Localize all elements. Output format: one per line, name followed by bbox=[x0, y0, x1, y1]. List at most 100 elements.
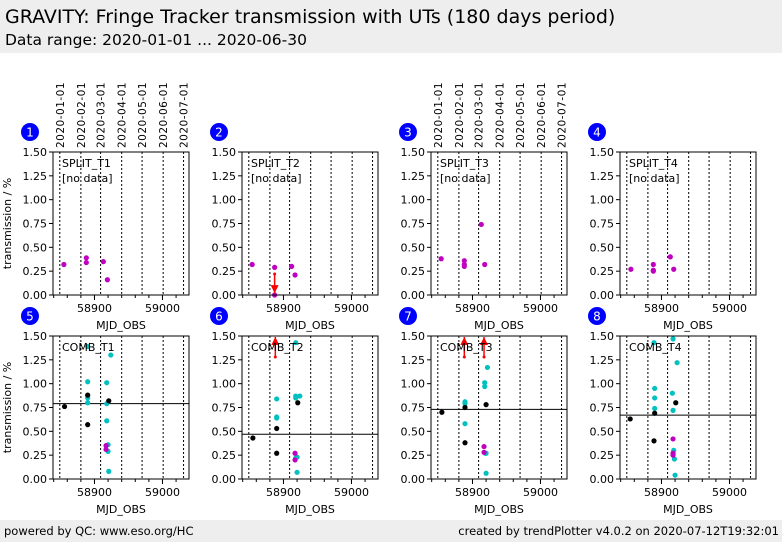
y-tick-label: 1.00 bbox=[590, 378, 615, 391]
data-point-magenta bbox=[292, 457, 298, 463]
data-point-magenta bbox=[438, 256, 444, 262]
y-tick-label: 0.50 bbox=[401, 425, 426, 438]
y-axis-label: transmission / % bbox=[1, 178, 14, 269]
y-tick-label: 0.25 bbox=[590, 449, 615, 462]
limit-arrow-head bbox=[271, 336, 280, 345]
panel-7: 0.00 0.25 0.50 0.75 1.00 1.25 1.50 58900 59000 MJ… bbox=[399, 307, 568, 516]
data-point-black bbox=[462, 440, 468, 446]
data-point-magenta bbox=[289, 263, 295, 269]
y-tick-label: 1.25 bbox=[401, 170, 426, 183]
panel-number: 4 bbox=[593, 126, 601, 140]
y-tick-label: 0.25 bbox=[401, 449, 426, 462]
data-point-magenta bbox=[104, 277, 110, 283]
y-tick-label: 1.50 bbox=[23, 330, 48, 343]
date-tick-label: 2020-02-01 bbox=[454, 82, 466, 148]
y-tick-label: 1.00 bbox=[23, 378, 48, 391]
x-tick-label: 59000 bbox=[145, 302, 180, 315]
x-axis-label: MJD_OBS bbox=[474, 319, 524, 332]
y-tick-label: 0.25 bbox=[401, 265, 426, 278]
x-tick-label: 59000 bbox=[712, 302, 747, 315]
data-point-magenta bbox=[670, 436, 676, 442]
data-point-magenta bbox=[478, 221, 484, 228]
footer-powered-by: powered by QC: www.eso.org/HC bbox=[4, 524, 194, 538]
y-tick-label: 0.50 bbox=[212, 425, 237, 438]
data-point-cyan bbox=[674, 360, 680, 366]
data-point-black bbox=[274, 450, 280, 456]
data-point-cyan bbox=[482, 380, 488, 386]
y-tick-label: 0.50 bbox=[590, 241, 615, 254]
y-tick-label: 1.50 bbox=[590, 330, 615, 343]
data-point-magenta bbox=[103, 446, 109, 453]
panel-number: 1 bbox=[26, 126, 34, 140]
y-tick-label: 1.50 bbox=[590, 146, 615, 159]
y-tick-label: 0.00 bbox=[401, 473, 426, 486]
x-tick-label: 59000 bbox=[712, 486, 747, 499]
y-tick-label: 0.75 bbox=[212, 218, 237, 231]
data-point-cyan bbox=[293, 340, 299, 346]
date-tick-label: 2020-01-01 bbox=[433, 82, 445, 148]
y-tick-label: 0.75 bbox=[590, 402, 615, 415]
data-point-black bbox=[295, 400, 301, 406]
x-axis-label: MJD_OBS bbox=[285, 319, 335, 332]
date-tick-label: 2020-03-01 bbox=[474, 82, 486, 148]
panel-note: [no data] bbox=[251, 172, 302, 185]
y-tick-label: 1.25 bbox=[401, 354, 426, 367]
y-tick-label: 1.25 bbox=[212, 354, 237, 367]
x-tick-label: 58900 bbox=[644, 302, 679, 315]
data-point-magenta bbox=[481, 443, 487, 450]
y-tick-label: 1.25 bbox=[212, 170, 237, 183]
data-point-cyan bbox=[85, 379, 91, 385]
data-point-magenta bbox=[650, 268, 656, 274]
data-point-black bbox=[673, 400, 679, 406]
limit-arrow-head bbox=[270, 285, 279, 294]
panel-1: 2020-01-01 2020-02-01 2020-03-01 2020-04-01… bbox=[1, 82, 191, 332]
panel-label: SPLIT_T2 bbox=[251, 157, 300, 170]
data-point-cyan bbox=[483, 470, 489, 476]
y-tick-label: 0.25 bbox=[212, 265, 237, 278]
data-point-cyan bbox=[670, 336, 676, 342]
data-point-cyan bbox=[482, 383, 488, 390]
y-tick-label: 1.00 bbox=[401, 378, 426, 391]
y-tick-label: 0.75 bbox=[23, 218, 48, 231]
footer-created-by: created by trendPlotter v4.0.2 on 2020-0… bbox=[458, 524, 779, 538]
y-tick-label: 1.25 bbox=[23, 170, 48, 183]
data-point-cyan bbox=[106, 468, 112, 474]
y-tick-label: 0.50 bbox=[23, 241, 48, 254]
data-point-magenta bbox=[481, 449, 487, 455]
date-tick-label: 2020-05-01 bbox=[515, 82, 527, 148]
data-point-black bbox=[439, 409, 445, 415]
panel-number: 5 bbox=[26, 310, 34, 324]
data-point-cyan bbox=[297, 393, 303, 399]
date-tick-label: 2020-07-01 bbox=[179, 82, 191, 148]
panel-label: SPLIT_T3 bbox=[440, 157, 489, 170]
panel-note: [no data] bbox=[62, 172, 113, 185]
date-tick-label: 2020-06-01 bbox=[158, 82, 170, 148]
data-point-cyan bbox=[652, 405, 658, 412]
data-point-cyan bbox=[670, 407, 676, 413]
y-tick-label: 0.00 bbox=[23, 473, 48, 486]
header: GRAVITY: Fringe Tracker transmission wit… bbox=[0, 0, 782, 53]
data-point-cyan bbox=[651, 340, 657, 346]
page-subtitle: Data range: 2020-01-01 ... 2020-06-30 bbox=[5, 31, 307, 49]
y-tick-label: 0.50 bbox=[212, 241, 237, 254]
panel-label: COMB_T3 bbox=[440, 341, 493, 354]
panel-number-badge bbox=[210, 307, 228, 325]
data-point-magenta bbox=[83, 259, 89, 266]
data-point-black bbox=[462, 404, 468, 411]
y-tick-label: 1.50 bbox=[212, 330, 237, 343]
x-tick-label: 58900 bbox=[77, 486, 112, 499]
y-tick-label: 0.25 bbox=[23, 449, 48, 462]
panel-number-badge bbox=[210, 123, 228, 141]
data-point-magenta bbox=[83, 255, 89, 261]
data-point-cyan bbox=[293, 395, 299, 401]
data-point-cyan bbox=[672, 472, 678, 478]
data-point-black bbox=[652, 410, 658, 416]
panel-number-badge bbox=[588, 307, 606, 325]
data-point-magenta bbox=[482, 261, 488, 268]
panel-2: 0.00 0.25 0.50 0.75 1.00 1.25 1.50 58900 59000 MJ… bbox=[210, 123, 379, 332]
data-point-magenta bbox=[650, 261, 656, 268]
y-tick-label: 0.75 bbox=[401, 402, 426, 415]
date-tick-label: 2020-07-01 bbox=[557, 82, 569, 148]
y-tick-label: 0.50 bbox=[23, 425, 48, 438]
data-point-magenta bbox=[103, 443, 109, 449]
